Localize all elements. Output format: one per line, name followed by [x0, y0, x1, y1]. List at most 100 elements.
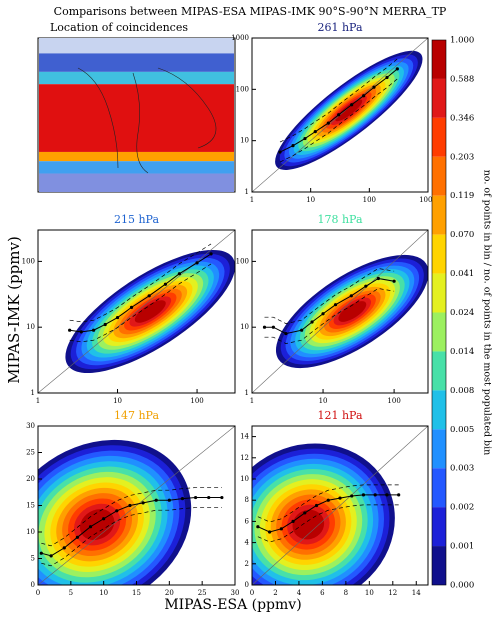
median-point [361, 493, 366, 497]
y-axis-label: MIPAS-IMK (ppmv) [5, 236, 23, 384]
x-tick-label: 25 [198, 589, 207, 597]
median-point [392, 279, 396, 283]
colorbar-label: 0.070 [450, 230, 474, 240]
x-tick-label: 30 [231, 589, 240, 597]
colorbar-swatch [432, 351, 446, 391]
median-point [271, 325, 275, 329]
median-point [167, 498, 171, 502]
x-tick-label: 10 [306, 196, 315, 204]
frame [251, 229, 429, 394]
x-tick-label: 14 [412, 589, 421, 597]
median-point [303, 136, 307, 141]
map-band [39, 173, 234, 192]
median-point [103, 322, 107, 327]
colorbar-title: no. of points in bin / no. of points in … [482, 170, 493, 456]
colorbar-label: 0.014 [450, 347, 474, 357]
map-band [39, 53, 234, 72]
median-point [39, 551, 43, 555]
coastline [77, 67, 217, 174]
x-tick-label: 12 [388, 589, 397, 597]
median-point [262, 325, 267, 329]
colorbar-swatch [432, 390, 446, 430]
colorbar-swatch [432, 156, 446, 196]
x-tick-label: 6 [320, 589, 325, 597]
y-tick-label: 5 [31, 555, 35, 563]
median-point [154, 498, 158, 502]
panel [252, 230, 428, 393]
colorbar-label: 0.003 [450, 464, 474, 474]
density-contour [335, 99, 363, 122]
median-point [147, 294, 151, 298]
x-tick-label: 0 [250, 589, 254, 597]
x-tick-label: 100 [190, 397, 203, 405]
x-tick-label: 5 [69, 589, 73, 597]
y-tick-label: 12 [240, 454, 249, 462]
median-point [220, 495, 224, 500]
colorbar-swatch [432, 195, 446, 235]
density-contour [134, 300, 166, 323]
y-tick-label: 1 [31, 389, 35, 397]
median-point [62, 546, 66, 550]
median-point [268, 530, 272, 534]
median-point [207, 495, 211, 500]
spread-line [279, 78, 398, 163]
median-point [349, 294, 353, 298]
map-band [39, 84, 234, 152]
x-tick-label: 10 [319, 397, 328, 405]
x-axis-label: MIPAS-ESA (ppmv) [164, 597, 301, 613]
x-tick-label: 2 [273, 589, 277, 597]
colorbar-swatch [432, 468, 446, 508]
median-point [279, 527, 283, 531]
median-point [102, 517, 106, 521]
x-tick-label: 0 [36, 589, 40, 597]
median-point [321, 312, 325, 316]
panel-title: Location of coincidences [50, 21, 188, 34]
median-point [333, 303, 338, 307]
y-tick-label: 10 [240, 137, 249, 145]
colorbar-swatch [432, 78, 446, 118]
spread-line [41, 487, 222, 547]
panel [38, 426, 235, 585]
colorbar-label: 0.203 [450, 152, 474, 162]
median-point [385, 75, 389, 80]
median-point [129, 305, 134, 309]
x-tick-label: 15 [132, 589, 141, 597]
median-point [291, 144, 295, 148]
median-point [350, 103, 354, 107]
one-to-one [252, 230, 428, 393]
x-tick-label: 1 [36, 397, 40, 405]
x-tick-label: 4 [297, 589, 302, 597]
colorbar-label: 0.005 [450, 425, 474, 435]
y-tick-label: 1 [245, 389, 249, 397]
median-point [372, 85, 376, 89]
colorbar-label: 0.008 [450, 386, 474, 396]
frame [37, 229, 236, 394]
y-tick-label: 1000 [231, 34, 249, 42]
spread-line [69, 263, 212, 343]
median-point [326, 498, 330, 502]
x-tick-label: 1 [250, 196, 254, 204]
panel [252, 38, 428, 192]
panel-title: 121 hPa [317, 409, 362, 422]
y-tick-label: 100 [22, 257, 35, 265]
frame [251, 37, 429, 193]
spread-line [279, 58, 398, 143]
colorbar-label: 0.000 [450, 581, 474, 591]
colorbar-label: 1.000 [450, 36, 474, 46]
colorbar-label: 0.024 [450, 308, 474, 318]
median-point [284, 331, 288, 336]
y-tick-label: 4 [245, 539, 250, 547]
spread-line [257, 484, 399, 523]
y-tick-label: 8 [245, 496, 249, 504]
colorbar-label: 0.346 [450, 113, 474, 123]
one-to-one [38, 426, 235, 585]
panel [252, 426, 428, 585]
y-tick-label: 0 [245, 581, 249, 589]
colorbar-label: 0.119 [450, 191, 474, 201]
median-point [68, 328, 72, 332]
x-tick-label: 10 [365, 589, 374, 597]
median-point [115, 315, 120, 320]
spread-line [264, 268, 395, 324]
y-tick-label: 14 [240, 433, 249, 441]
